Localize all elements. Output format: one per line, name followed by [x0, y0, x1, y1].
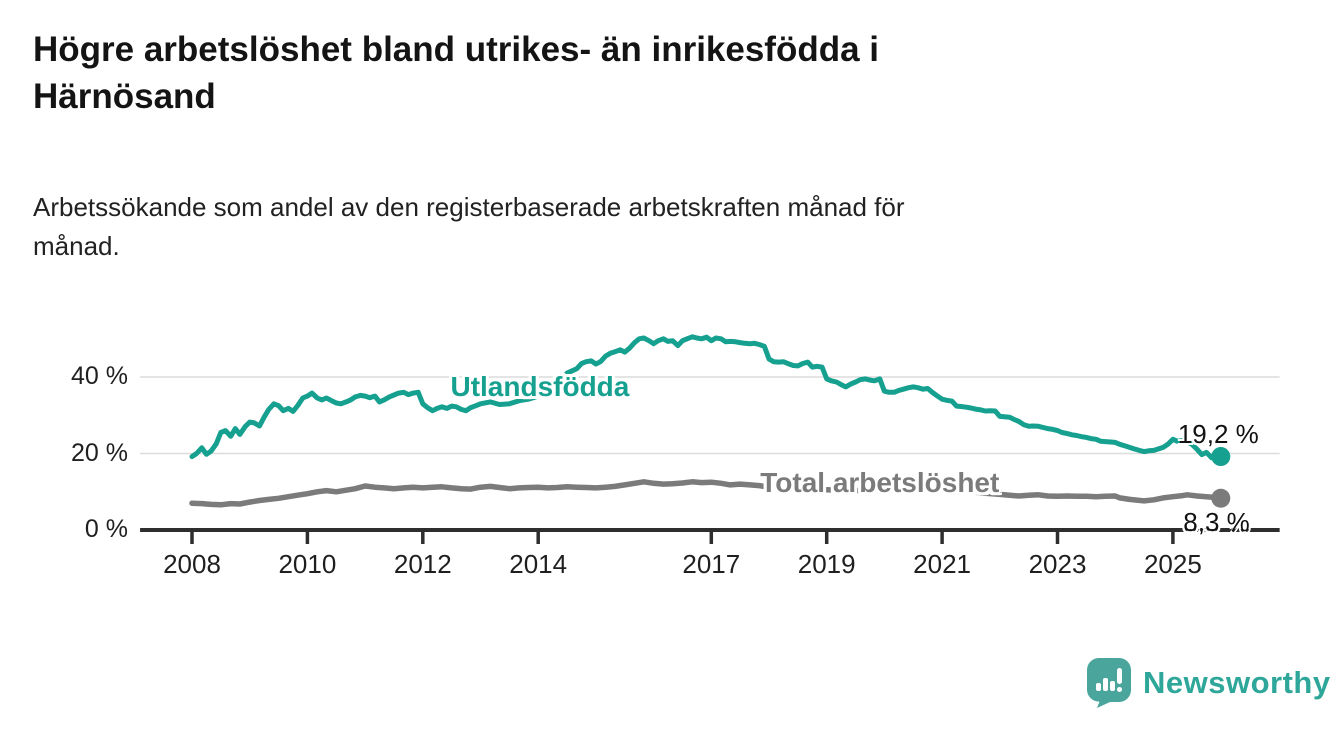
title-line-2: Härnösand — [33, 77, 216, 116]
y-axis-label-40: 40 % — [71, 362, 128, 390]
series-end-dot-0 — [1211, 447, 1231, 467]
subtitle-line-2: månad. — [33, 231, 120, 261]
series-line-1 — [189, 479, 1224, 508]
x-axis-label-2008: 2008 — [163, 549, 221, 579]
line-chart-plot — [140, 334, 1280, 544]
newsworthy-chart-bubble-icon — [1087, 658, 1131, 708]
chart-subtitle: Arbetssökande som andel av den registerb… — [33, 188, 1253, 266]
subtitle-line-1: Arbetssökande som andel av den registerb… — [33, 192, 905, 222]
x-axis-label-2023: 2023 — [1028, 549, 1087, 579]
end-value-label-1: 8,3 % — [1183, 507, 1250, 538]
y-axis-label-0: 0 % — [84, 515, 128, 543]
x-axis-label-2019: 2019 — [797, 549, 856, 579]
series-label-1: Total arbetslöshet — [760, 466, 1000, 498]
title-line-1: Högre arbetslöshet bland utrikes- än inr… — [33, 30, 880, 69]
y-axis-label-20: 20 % — [71, 438, 128, 467]
newsworthy-logo: Newsworthy — [1087, 658, 1331, 708]
series-label-0: Utlandsfödda — [450, 370, 630, 402]
brand-name: Newsworthy — [1143, 665, 1331, 700]
series-line-0 — [189, 334, 1224, 461]
page-title: Högre arbetslöshet bland utrikes- än inr… — [33, 26, 1213, 120]
x-axis-label-2021: 2021 — [913, 549, 972, 579]
x-axis-label-2014: 2014 — [509, 549, 568, 579]
x-axis-label-2025: 2025 — [1143, 549, 1202, 579]
series-end-dot-1 — [1211, 488, 1231, 508]
x-axis-label-2017: 2017 — [682, 549, 741, 579]
x-axis-label-2010: 2010 — [278, 549, 337, 579]
x-axis-label-2012: 2012 — [393, 549, 452, 579]
end-value-label-0: 19,2 % — [1177, 418, 1259, 449]
